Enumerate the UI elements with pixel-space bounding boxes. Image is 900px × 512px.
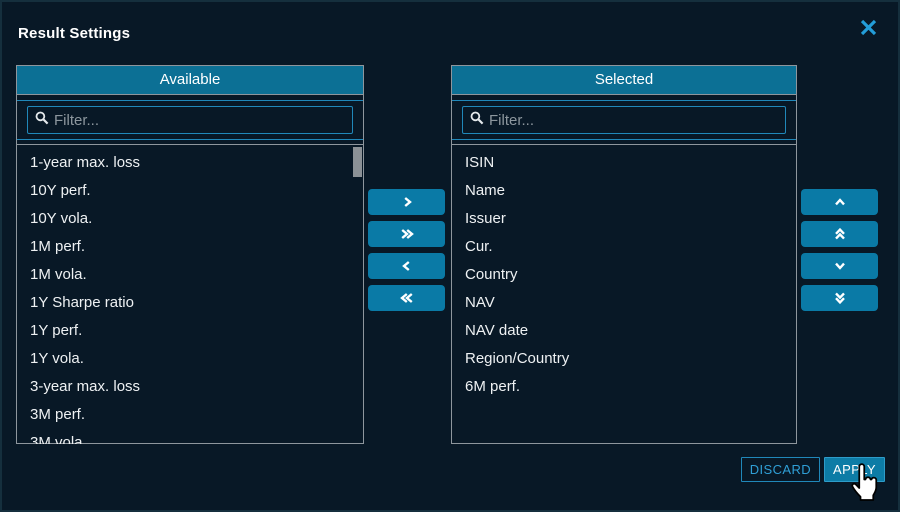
- footer-actions: DISCARD APPLY: [740, 457, 885, 482]
- list-item[interactable]: 6M perf.: [465, 378, 521, 395]
- search-icon: [470, 111, 484, 130]
- available-filter-box[interactable]: [27, 106, 353, 134]
- chevron-right-icon: [400, 195, 414, 209]
- double-chevron-down-icon: [833, 290, 847, 306]
- move-all-left-button[interactable]: [368, 285, 445, 311]
- move-all-right-button[interactable]: [368, 221, 445, 247]
- list-item[interactable]: 1-year max. loss: [30, 154, 141, 171]
- double-chevron-right-icon: [399, 227, 415, 241]
- selected-list: ISIN Name Issuer Cur. Country NAV NAV da…: [452, 144, 796, 444]
- list-item[interactable]: 1M vola.: [30, 266, 87, 283]
- double-chevron-up-icon: [833, 226, 847, 242]
- list-item[interactable]: 10Y perf.: [30, 182, 91, 199]
- available-filter-row: [17, 100, 363, 140]
- move-down-button[interactable]: [801, 253, 878, 279]
- close-button[interactable]: [858, 18, 878, 42]
- move-right-button[interactable]: [368, 189, 445, 215]
- list-item[interactable]: 10Y vola.: [30, 210, 93, 227]
- available-panel-header: Available: [17, 66, 363, 95]
- discard-button[interactable]: DISCARD: [740, 457, 821, 482]
- move-left-button[interactable]: [368, 253, 445, 279]
- apply-button[interactable]: APPLY: [824, 457, 885, 482]
- available-panel: Available 1-year max. loss 10Y perf. 10Y…: [16, 65, 364, 444]
- search-icon: [35, 111, 49, 130]
- list-item[interactable]: Cur.: [465, 238, 493, 255]
- available-list: 1-year max. loss 10Y perf. 10Y vola. 1M …: [17, 144, 363, 444]
- list-item[interactable]: Region/Country: [465, 350, 570, 367]
- move-up-button[interactable]: [801, 189, 878, 215]
- list-item[interactable]: 1M perf.: [30, 238, 86, 255]
- list-item[interactable]: 1Y perf.: [30, 322, 83, 339]
- move-bottom-button[interactable]: [801, 285, 878, 311]
- list-item[interactable]: Country: [465, 266, 518, 283]
- list-item[interactable]: Issuer: [465, 210, 506, 227]
- list-item[interactable]: 3M perf.: [30, 406, 86, 423]
- list-item[interactable]: NAV: [465, 294, 495, 311]
- chevron-left-icon: [400, 259, 414, 273]
- list-item[interactable]: 3M vola.: [30, 434, 87, 444]
- selected-filter-input[interactable]: [489, 111, 778, 129]
- list-item[interactable]: NAV date: [465, 322, 529, 339]
- close-icon: [859, 18, 878, 42]
- selected-panel: Selected ISIN Name Issuer Cur. Country N…: [451, 65, 797, 444]
- selected-panel-header: Selected: [452, 66, 796, 95]
- scrollbar-thumb[interactable]: [353, 147, 362, 177]
- selected-filter-box[interactable]: [462, 106, 786, 134]
- list-item[interactable]: 1Y vola.: [30, 350, 84, 367]
- double-chevron-left-icon: [399, 291, 415, 305]
- chevron-down-icon: [833, 259, 847, 273]
- reorder-button-column: [801, 189, 878, 317]
- available-filter-input[interactable]: [54, 111, 345, 129]
- move-top-button[interactable]: [801, 221, 878, 247]
- list-item[interactable]: Name: [465, 182, 506, 199]
- list-item[interactable]: 3-year max. loss: [30, 378, 141, 395]
- transfer-button-column: [368, 189, 445, 317]
- list-item[interactable]: 1Y Sharpe ratio: [30, 294, 134, 311]
- dialog-title: Result Settings: [18, 25, 131, 42]
- list-item[interactable]: ISIN: [465, 154, 495, 171]
- selected-filter-row: [452, 100, 796, 140]
- chevron-up-icon: [833, 195, 847, 209]
